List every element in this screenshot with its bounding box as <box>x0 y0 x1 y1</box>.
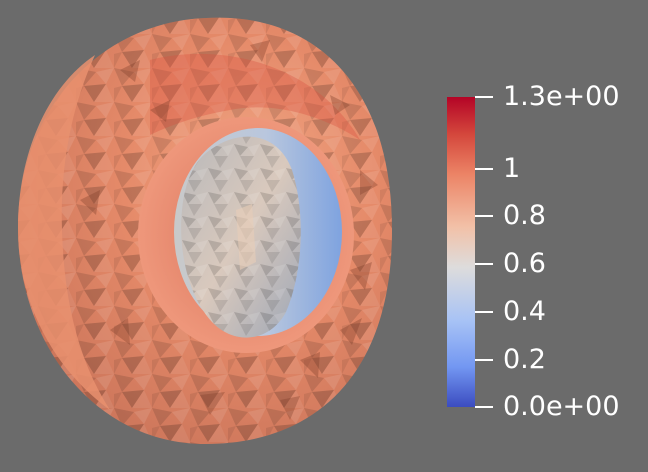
scalar-bar <box>447 97 475 407</box>
inner-sphere <box>174 128 342 338</box>
scalar-bar-tick <box>475 263 493 265</box>
scalar-bar-label: 0.4 <box>503 296 546 327</box>
scalar-bar-tick <box>475 96 493 98</box>
scalar-bar-label-min: 0.0e+00 <box>503 391 620 422</box>
scalar-bar-label: 0.8 <box>503 200 546 231</box>
scalar-bar-label: 0.2 <box>503 344 546 375</box>
scalar-bar-tick <box>475 215 493 217</box>
scalar-bar-tick <box>475 168 493 170</box>
scalar-bar-tick <box>475 359 493 361</box>
scalar-bar-label: 1 <box>503 153 521 184</box>
scalar-bar-tick <box>475 406 493 408</box>
scalar-bar-label-max: 1.3e+00 <box>503 81 620 112</box>
scalar-bar-tick <box>475 311 493 313</box>
scalar-bar-label: 0.6 <box>503 248 546 279</box>
